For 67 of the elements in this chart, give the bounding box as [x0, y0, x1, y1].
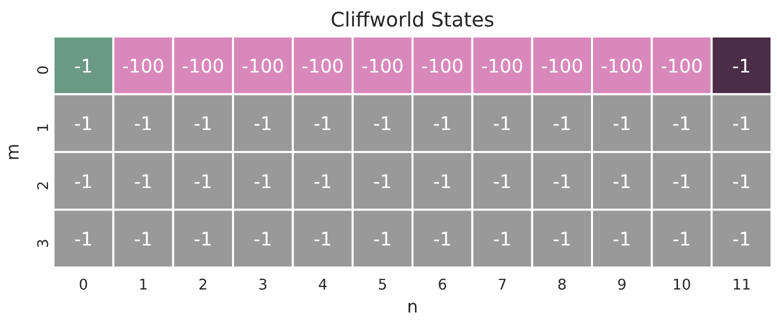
data-label: -1 [732, 56, 751, 78]
x-tick-label: 8 [557, 276, 567, 294]
data-label: -1 [492, 172, 512, 193]
x-tick-label: 5 [378, 276, 388, 294]
data-label: -1 [313, 114, 332, 136]
y-axis-title: m [4, 144, 24, 160]
data-label: -100 [421, 56, 464, 78]
data-label: -1 [672, 172, 692, 193]
data-label: -1 [612, 114, 632, 136]
data-label: -100 [182, 56, 224, 78]
y-tick-label: 1 [35, 123, 52, 132]
data-label: -100 [481, 56, 524, 78]
data-label: -1 [194, 172, 212, 193]
data-label: -1 [732, 114, 751, 136]
data-label: -1 [74, 114, 93, 136]
data-label: -1 [552, 114, 572, 136]
x-tick-label: 11 [732, 276, 751, 294]
data-label: -1 [552, 230, 572, 251]
data-label: -1 [732, 230, 751, 251]
data-label: -1 [194, 230, 212, 251]
data-label: -1 [612, 230, 632, 251]
data-label: -1 [672, 230, 692, 251]
data-label: -1 [313, 230, 332, 251]
data-label: -1 [254, 230, 272, 251]
data-label: -1 [373, 172, 392, 193]
data-label: -1 [194, 114, 212, 136]
data-label: -100 [302, 56, 344, 78]
data-label: -1 [254, 114, 272, 136]
data-label: -100 [361, 56, 404, 78]
data-label: -1 [433, 172, 452, 193]
data-label: -100 [122, 56, 164, 78]
data-label: -1 [492, 114, 512, 136]
data-label: -1 [672, 114, 692, 136]
x-tick-label: 0 [78, 276, 88, 294]
data-label: -100 [540, 56, 584, 78]
x-tick-label: 4 [318, 276, 328, 294]
data-label: -1 [552, 172, 572, 193]
x-tick-label: 1 [138, 276, 148, 294]
data-label: -1 [313, 172, 332, 193]
x-tick-label: 10 [672, 276, 692, 294]
x-tick-label: 2 [198, 276, 208, 294]
data-label: -1 [612, 172, 632, 193]
data-label: -100 [660, 56, 703, 78]
x-tick-label: 6 [438, 276, 448, 294]
data-label: -1 [732, 172, 751, 193]
x-tick-label: 3 [258, 276, 268, 294]
y-tick-label: 0 [35, 65, 52, 75]
data-label: -1 [373, 114, 392, 136]
data-label: -1 [254, 172, 272, 193]
data-label: -1 [134, 114, 153, 136]
data-label: -1 [433, 114, 452, 136]
data-label: -100 [242, 56, 284, 78]
y-tick-label: 3 [35, 238, 52, 248]
x-tick-label: 9 [617, 276, 627, 294]
data-label: -1 [373, 230, 392, 251]
data-label: -1 [134, 172, 153, 193]
x-axis-title: n [407, 298, 418, 318]
data-label: -1 [492, 230, 512, 251]
data-label: -1 [74, 172, 93, 193]
chart-title: Cliffworld States [330, 8, 494, 32]
data-label: -1 [74, 230, 93, 251]
data-label: -1 [74, 56, 93, 78]
x-tick-label: 7 [498, 276, 507, 294]
y-tick-label: 2 [35, 180, 52, 190]
data-label: -1 [433, 230, 452, 251]
data-label: -100 [600, 56, 644, 78]
data-label: -1 [134, 230, 153, 251]
